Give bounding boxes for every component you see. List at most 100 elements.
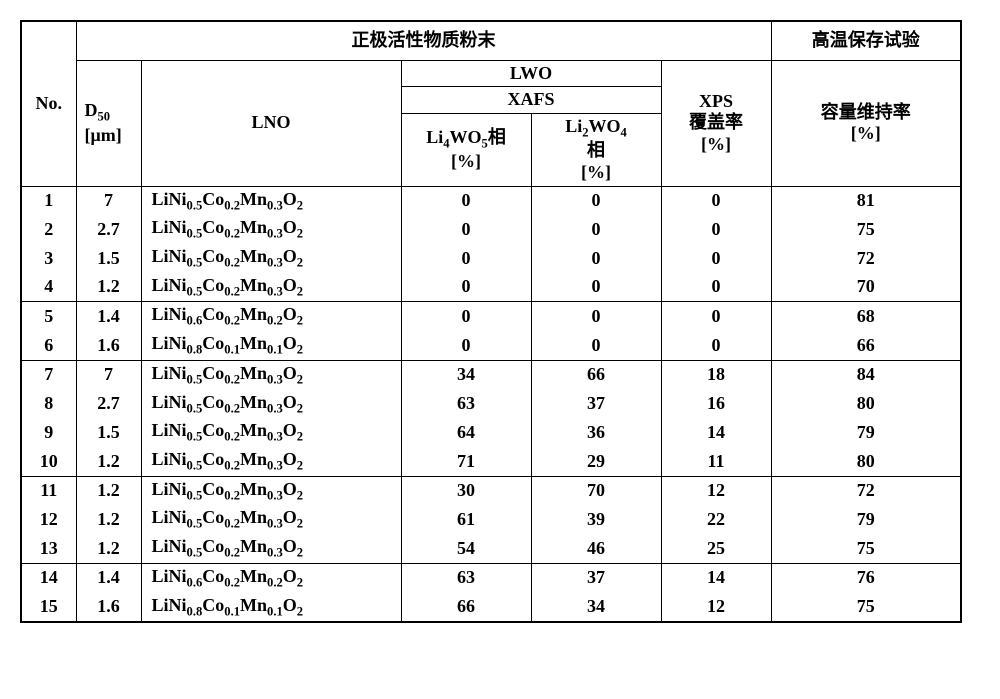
- cell-no: 13: [21, 534, 76, 563]
- cell-d50: 1.6: [76, 331, 141, 360]
- cell-no: 3: [21, 244, 76, 273]
- table-row: 141.4LiNi0.6Co0.2Mn0.2O263371476: [21, 563, 961, 592]
- cell-li4wo5: 0: [401, 215, 531, 244]
- table-row: 77LiNi0.5Co0.2Mn0.3O234661884: [21, 360, 961, 389]
- cell-xps: 22: [661, 505, 771, 534]
- cell-lno: LiNi0.6Co0.2Mn0.2O2: [141, 302, 401, 331]
- cell-d50: 1.2: [76, 534, 141, 563]
- cell-lno: LiNi0.8Co0.1Mn0.1O2: [141, 593, 401, 623]
- cell-li4wo5: 71: [401, 447, 531, 476]
- cell-capacity: 75: [771, 593, 961, 623]
- cell-d50: 1.4: [76, 302, 141, 331]
- table-row: 121.2LiNi0.5Co0.2Mn0.3O261392279: [21, 505, 961, 534]
- cell-lno: LiNi0.5Co0.2Mn0.3O2: [141, 244, 401, 273]
- cell-lno: LiNi0.5Co0.2Mn0.3O2: [141, 476, 401, 505]
- col-lwo: LWO: [401, 60, 661, 87]
- cell-d50: 2.7: [76, 215, 141, 244]
- cell-li2wo4: 0: [531, 331, 661, 360]
- cell-li2wo4: 0: [531, 186, 661, 215]
- cell-no: 6: [21, 331, 76, 360]
- cell-xps: 0: [661, 273, 771, 302]
- cell-li4wo5: 0: [401, 331, 531, 360]
- cell-li4wo5: 63: [401, 563, 531, 592]
- cell-li4wo5: 30: [401, 476, 531, 505]
- cell-capacity: 66: [771, 331, 961, 360]
- cell-xps: 0: [661, 186, 771, 215]
- cell-capacity: 84: [771, 360, 961, 389]
- cell-xps: 18: [661, 360, 771, 389]
- cell-capacity: 75: [771, 534, 961, 563]
- cell-li2wo4: 0: [531, 302, 661, 331]
- cell-lno: LiNi0.5Co0.2Mn0.3O2: [141, 390, 401, 419]
- cell-d50: 1.2: [76, 273, 141, 302]
- cell-xps: 16: [661, 390, 771, 419]
- cell-li2wo4: 37: [531, 563, 661, 592]
- cell-li2wo4: 0: [531, 215, 661, 244]
- cell-capacity: 76: [771, 563, 961, 592]
- cell-lno: LiNi0.5Co0.2Mn0.3O2: [141, 418, 401, 447]
- cell-no: 10: [21, 447, 76, 476]
- col-no: No.: [21, 21, 76, 186]
- cell-d50: 1.5: [76, 244, 141, 273]
- cell-li4wo5: 0: [401, 186, 531, 215]
- cell-xps: 14: [661, 418, 771, 447]
- cell-d50: 1.2: [76, 476, 141, 505]
- cell-d50: 1.6: [76, 593, 141, 623]
- cell-xps: 0: [661, 331, 771, 360]
- cell-li2wo4: 34: [531, 593, 661, 623]
- cell-lno: LiNi0.6Co0.2Mn0.2O2: [141, 563, 401, 592]
- cell-no: 14: [21, 563, 76, 592]
- cell-li2wo4: 0: [531, 244, 661, 273]
- col-high-temp: 高温保存试验: [771, 21, 961, 60]
- table-row: 22.7LiNi0.5Co0.2Mn0.3O200075: [21, 215, 961, 244]
- cell-li2wo4: 0: [531, 273, 661, 302]
- col-capacity: 容量维持率 [%]: [771, 60, 961, 186]
- cell-li2wo4: 39: [531, 505, 661, 534]
- col-xps: XPS 覆盖率 [%]: [661, 60, 771, 186]
- cell-xps: 0: [661, 302, 771, 331]
- table-row: 51.4LiNi0.6Co0.2Mn0.2O200068: [21, 302, 961, 331]
- cell-xps: 12: [661, 476, 771, 505]
- cell-li2wo4: 37: [531, 390, 661, 419]
- cell-capacity: 80: [771, 390, 961, 419]
- cell-capacity: 81: [771, 186, 961, 215]
- cell-capacity: 70: [771, 273, 961, 302]
- cell-li2wo4: 36: [531, 418, 661, 447]
- data-table: No. 正极活性物质粉末 高温保存试验 D50 [μm] LNO LWO XPS…: [20, 20, 962, 623]
- cell-xps: 12: [661, 593, 771, 623]
- table-header: No. 正极活性物质粉末 高温保存试验 D50 [μm] LNO LWO XPS…: [21, 21, 961, 186]
- cell-xps: 0: [661, 215, 771, 244]
- cell-li4wo5: 64: [401, 418, 531, 447]
- cell-li4wo5: 61: [401, 505, 531, 534]
- cell-d50: 2.7: [76, 390, 141, 419]
- cell-d50: 1.4: [76, 563, 141, 592]
- cell-xps: 25: [661, 534, 771, 563]
- cell-capacity: 80: [771, 447, 961, 476]
- table-row: 41.2LiNi0.5Co0.2Mn0.3O200070: [21, 273, 961, 302]
- table-body: 17LiNi0.5Co0.2Mn0.3O20008122.7LiNi0.5Co0…: [21, 186, 961, 622]
- table-row: 31.5LiNi0.5Co0.2Mn0.3O200072: [21, 244, 961, 273]
- cell-lno: LiNi0.5Co0.2Mn0.3O2: [141, 360, 401, 389]
- cell-li4wo5: 54: [401, 534, 531, 563]
- cell-lno: LiNi0.5Co0.2Mn0.3O2: [141, 505, 401, 534]
- cell-capacity: 79: [771, 418, 961, 447]
- cell-d50: 1.2: [76, 505, 141, 534]
- cell-li2wo4: 29: [531, 447, 661, 476]
- cell-lno: LiNi0.8Co0.1Mn0.1O2: [141, 331, 401, 360]
- cell-no: 15: [21, 593, 76, 623]
- cell-d50: 7: [76, 186, 141, 215]
- cell-d50: 1.2: [76, 447, 141, 476]
- table-row: 61.6LiNi0.8Co0.1Mn0.1O200066: [21, 331, 961, 360]
- cell-lno: LiNi0.5Co0.2Mn0.3O2: [141, 273, 401, 302]
- col-li4wo5: Li4WO5相 [%]: [401, 113, 531, 186]
- cell-no: 5: [21, 302, 76, 331]
- table-row: 131.2LiNi0.5Co0.2Mn0.3O254462575: [21, 534, 961, 563]
- cell-no: 1: [21, 186, 76, 215]
- cell-capacity: 72: [771, 244, 961, 273]
- cell-no: 7: [21, 360, 76, 389]
- cell-no: 8: [21, 390, 76, 419]
- cell-lno: LiNi0.5Co0.2Mn0.3O2: [141, 186, 401, 215]
- cell-lno: LiNi0.5Co0.2Mn0.3O2: [141, 215, 401, 244]
- cell-capacity: 72: [771, 476, 961, 505]
- cell-li4wo5: 66: [401, 593, 531, 623]
